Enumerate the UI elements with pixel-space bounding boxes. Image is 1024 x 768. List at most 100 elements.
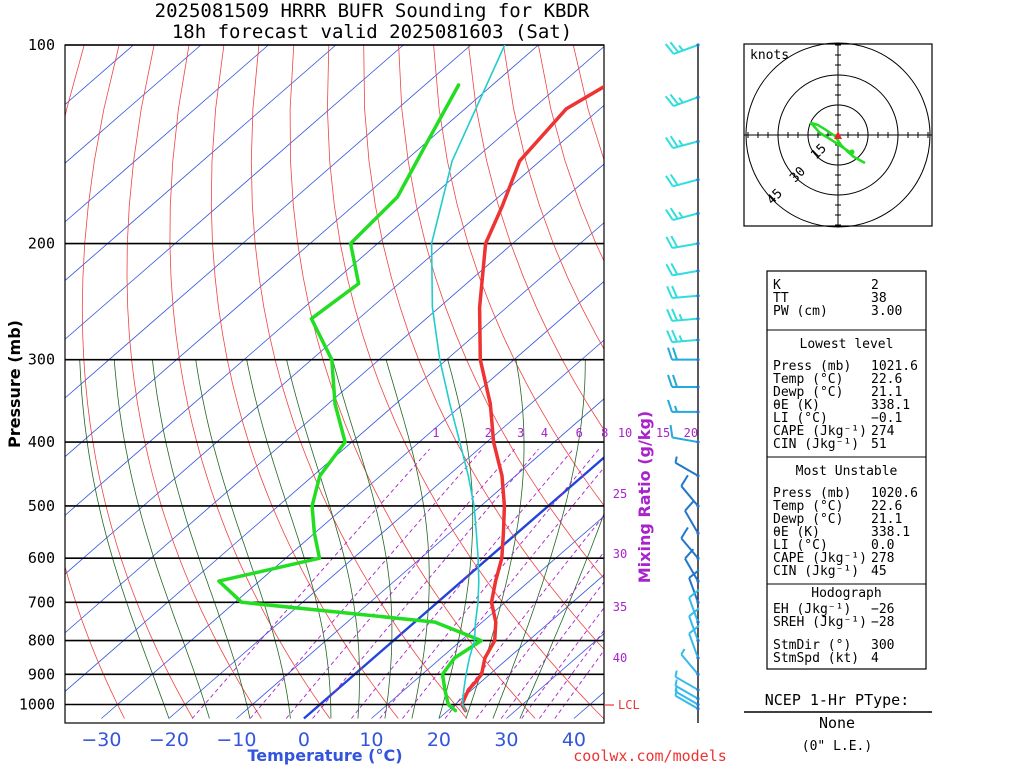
wind-barb-staff — [680, 485, 699, 507]
ptype-amount: (0" L.E.) — [802, 739, 872, 754]
wind-barb-dot — [696, 95, 700, 99]
wind-barb — [665, 207, 700, 222]
index-label: CIN (Jkg⁻¹) — [773, 564, 859, 579]
dry-adiabat — [326, 45, 604, 719]
isotherm-line — [303, 455, 604, 720]
dry-adiabat — [250, 45, 468, 719]
wind-barb-feather — [674, 679, 678, 686]
ytick-label: 700 — [28, 593, 55, 611]
mixing-ratio-tick: 1 — [432, 426, 439, 440]
wind-barb-feather — [680, 474, 689, 487]
wind-barb-staff — [672, 436, 699, 444]
wind-barb-feather — [680, 648, 686, 655]
mixing-ratio-tick: 10 — [618, 426, 632, 440]
dry-adiabat — [210, 45, 399, 719]
index-label: SREH (Jkg⁻¹) — [773, 615, 867, 630]
wind-barb-feather — [665, 263, 674, 276]
dry-adiabat — [81, 45, 194, 719]
wind-barb-feather — [669, 93, 680, 106]
isotherm-line — [65, 104, 604, 575]
index-value: 1021.6 — [871, 359, 918, 374]
wind-barb-feather — [678, 313, 683, 321]
wind-barb — [680, 526, 700, 560]
index-value: 274 — [871, 424, 895, 439]
mixing-ratio-tick: 30 — [613, 547, 627, 561]
wind-barb-feather — [678, 97, 684, 104]
wind-barb-staff — [674, 675, 699, 691]
index-value: 38 — [871, 291, 887, 306]
wind-barb-dot — [696, 139, 700, 143]
wind-barb-feather — [670, 262, 679, 275]
wind-barb-feather — [664, 43, 675, 55]
wind-barb-feather — [678, 335, 683, 342]
wind-barbs-column — [664, 41, 700, 723]
index-value: 3.00 — [871, 304, 902, 319]
wind-barb-feather — [664, 95, 675, 107]
wind-barb-feather — [671, 285, 678, 298]
wind-barb — [665, 173, 700, 188]
title-line-2: 18h forecast valid 2025081603 (Sat) — [172, 21, 572, 43]
index-label: StmSpd (kt) — [773, 651, 859, 666]
wind-barb-dot — [696, 707, 700, 711]
wind-barb-feather — [672, 374, 678, 388]
moist-adiabat — [246, 359, 332, 719]
index-value: 21.1 — [871, 512, 902, 527]
wind-barb — [688, 569, 700, 604]
wind-barb-feather — [666, 286, 674, 299]
wind-barb — [680, 474, 700, 508]
wind-barb-dot — [696, 672, 700, 676]
xtick-label: 20 — [427, 729, 451, 751]
mixing-ratio-labels: 1 2 3 4 6 8 10 15 20 25 30 35 40 — [432, 426, 698, 665]
wind-barb-staff — [680, 653, 699, 675]
plot-border — [64, 44, 605, 724]
mixing-ratio-line — [402, 466, 604, 719]
xtick-label: −20 — [149, 729, 189, 751]
hodograph-point — [849, 149, 855, 155]
dry-adiabat — [65, 45, 125, 719]
sounding-traces — [217, 45, 604, 713]
index-label: LI (°C) — [773, 538, 828, 553]
mixing-ratio-tick: 8 — [601, 426, 608, 440]
wind-barb — [688, 624, 700, 660]
wind-barb-dot — [696, 269, 700, 273]
dry-adiabat — [169, 45, 331, 719]
index-value: 45 — [871, 564, 887, 579]
wind-barb — [666, 308, 700, 322]
wind-barb-feather — [684, 500, 695, 512]
wind-barb-dot — [696, 620, 700, 624]
ptype-panel: NCEP 1-Hr PType: None (0" L.E.) — [744, 691, 932, 754]
dry-adiabat — [503, 45, 604, 350]
moist-adiabat — [195, 359, 291, 719]
wind-barb-feather — [688, 607, 700, 617]
ytick-label: 900 — [28, 665, 55, 683]
wind-barb-feather — [678, 44, 684, 52]
wind-barb — [684, 500, 700, 535]
xtick-label: 0 — [298, 729, 310, 751]
index-value: −0.1 — [871, 411, 902, 426]
index-label: CAPE (Jkg⁻¹) — [773, 424, 867, 439]
index-label: K — [773, 278, 781, 293]
mixing-ratio-tick: 20 — [684, 426, 698, 440]
wind-barb-feather — [666, 308, 674, 322]
dry-adiabat — [468, 45, 604, 431]
wind-barb-dot — [696, 43, 700, 47]
mixing-ratio-tick: 6 — [576, 426, 583, 440]
moist-adiabat — [385, 359, 430, 719]
xtick-label: 30 — [494, 729, 518, 751]
index-label: CAPE (Jkg⁻¹) — [773, 551, 867, 566]
isotherm-line — [65, 45, 539, 458]
ptype-title: NCEP 1-Hr PType: — [765, 691, 910, 709]
wind-barb-feather — [669, 135, 679, 148]
mixing-ratio-line — [379, 448, 600, 719]
hodograph-units-label: knots — [750, 48, 789, 63]
moist-adiabat — [438, 359, 474, 719]
mixing-ratio-line — [191, 448, 430, 719]
index-value: 4 — [871, 651, 879, 666]
moist-adiabat — [286, 359, 360, 719]
wind-barb-dot — [696, 294, 700, 298]
moist-adiabat — [519, 512, 604, 719]
wind-barb-dot — [696, 600, 700, 604]
indices-frame — [766, 270, 927, 670]
index-value: 0.0 — [871, 538, 894, 553]
